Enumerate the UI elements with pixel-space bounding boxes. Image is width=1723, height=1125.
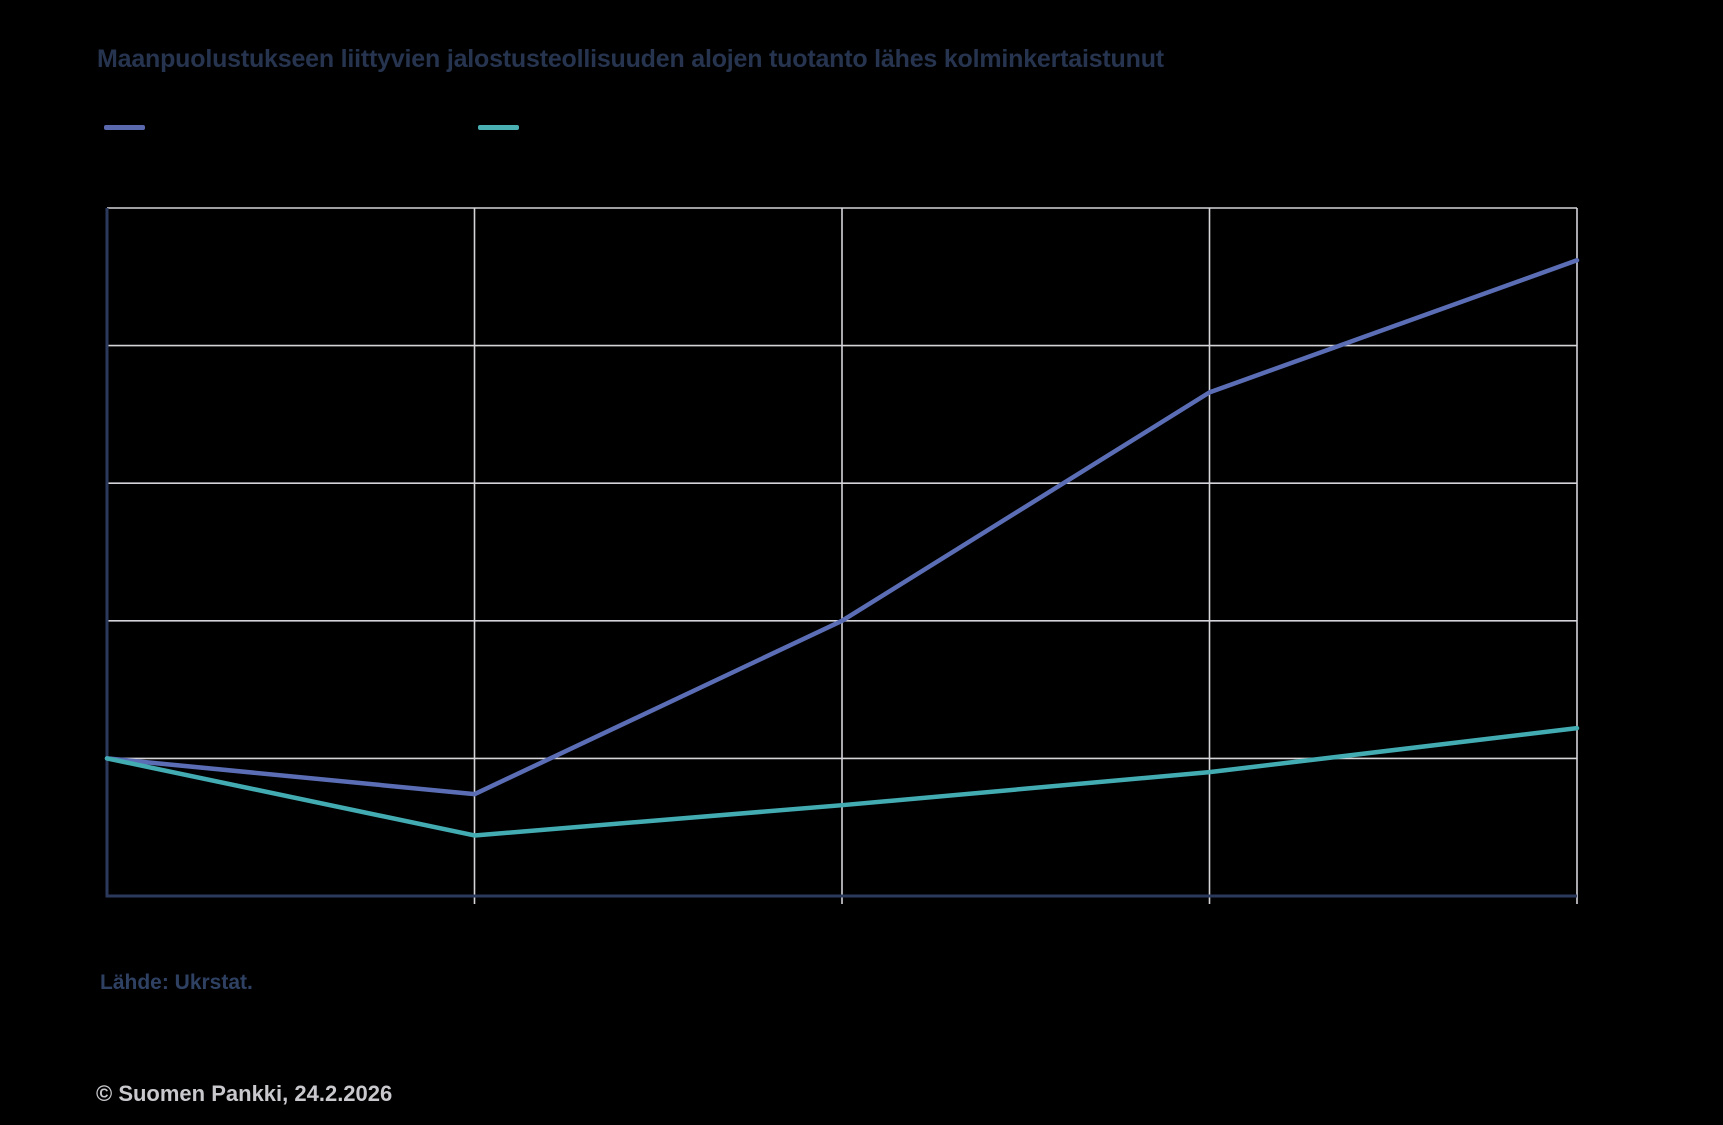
legend-series-2-dash-icon — [478, 125, 519, 130]
legend — [104, 112, 1504, 142]
source-note: Lähde: Ukrstat. — [100, 971, 253, 994]
legend-series-1-dash-icon — [104, 125, 145, 130]
copyright-note: © Suomen Pankki, 24.2.2026 — [96, 1081, 393, 1106]
chart-title: Maanpuolustukseen liittyvien jalostusteo… — [97, 45, 1164, 73]
line-series-1 — [104, 258, 1580, 797]
line-series-2 — [104, 725, 1580, 838]
